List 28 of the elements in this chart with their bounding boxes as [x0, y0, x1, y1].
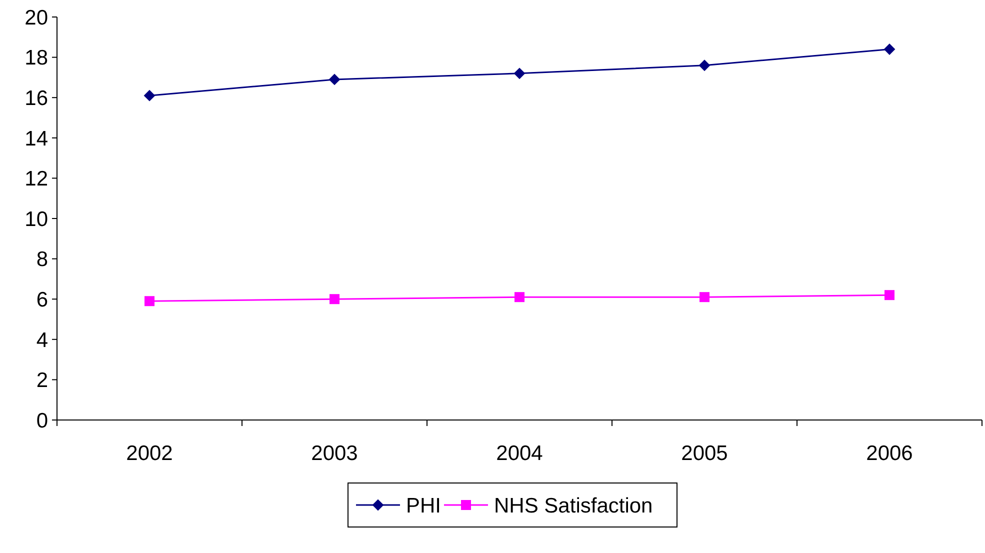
x-tick-label: 2006	[866, 442, 913, 465]
y-tick-label: 6	[36, 288, 48, 312]
point	[700, 292, 710, 302]
x-tick-label: 2002	[126, 442, 173, 465]
y-tick-label: 18	[24, 46, 48, 70]
y-tick-label: 20	[24, 6, 48, 30]
point	[699, 60, 710, 71]
y-tick-label: 16	[24, 86, 48, 110]
y-tick-label: 14	[24, 127, 48, 150]
y-tick-label: 0	[36, 409, 48, 432]
y-tick-label: 10	[24, 208, 48, 231]
point	[329, 74, 340, 85]
y-tick-label: 12	[24, 168, 48, 191]
y-tick-label: 4	[36, 328, 48, 352]
point	[514, 292, 524, 302]
legend-label: NHS Satisfaction	[494, 494, 653, 518]
x-tick-label: 2003	[311, 442, 358, 465]
point	[330, 294, 340, 304]
point	[884, 290, 894, 300]
x-tick-label: 2004	[496, 442, 544, 465]
point	[514, 68, 525, 79]
y-tick-label: 2	[36, 369, 48, 392]
y-tick-label: 8	[36, 248, 48, 272]
point	[884, 44, 895, 55]
point	[144, 90, 155, 102]
point	[144, 296, 154, 306]
x-tick-label: 2005	[681, 442, 728, 465]
legend-label: PHI	[406, 494, 442, 518]
